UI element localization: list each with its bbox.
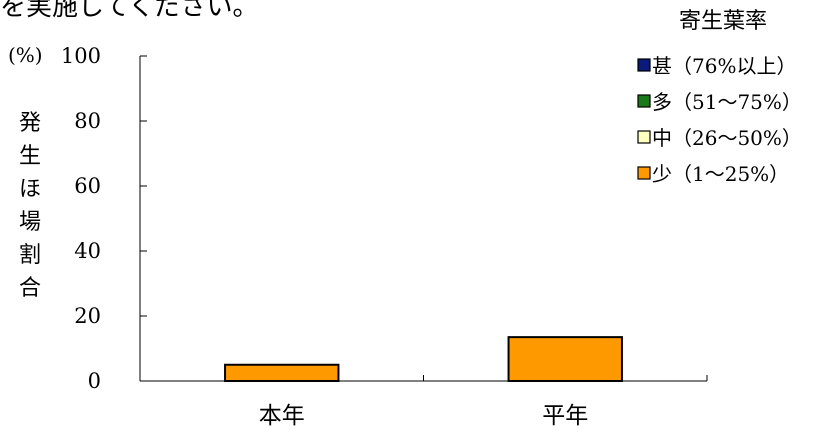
bar-segment xyxy=(507,336,623,382)
y-tick-label: 40 xyxy=(74,239,101,263)
instruction-text: を実施してください。 xyxy=(0,0,259,22)
x-tick-label: 本年 xyxy=(259,403,305,429)
y-tick-label: 20 xyxy=(74,304,101,328)
y-axis-title: 発生ほ場割合 xyxy=(19,111,41,301)
legend-label: 甚（76%以上） xyxy=(652,54,796,78)
y-tick-label: 100 xyxy=(61,44,101,68)
legend-swatch xyxy=(637,166,651,180)
x-tick-label: 平年 xyxy=(542,403,588,429)
y-tick-label: 60 xyxy=(74,174,101,198)
legend-swatch xyxy=(637,58,651,72)
legend-label: 少（1～25%） xyxy=(652,162,789,186)
y-axis-unit: (%) xyxy=(8,43,43,67)
x-axis-labels: 本年 平年 xyxy=(259,403,589,429)
x-axis-ticks xyxy=(139,375,708,381)
bars xyxy=(224,336,623,382)
legend-label: 多（51～75%） xyxy=(652,90,802,114)
y-axis-label: 発生ほ場割合 xyxy=(19,111,41,301)
legend-swatch xyxy=(637,94,651,108)
legend-title: 寄生葉率 xyxy=(679,9,767,34)
bar-segment xyxy=(224,363,340,382)
legend-label: 中（26～50%） xyxy=(652,126,802,150)
y-axis-ticks: 0 20 40 60 80 100 xyxy=(61,44,147,393)
y-tick-label: 80 xyxy=(74,109,101,133)
y-tick-label: 0 xyxy=(88,369,101,393)
legend-swatch xyxy=(637,130,651,144)
